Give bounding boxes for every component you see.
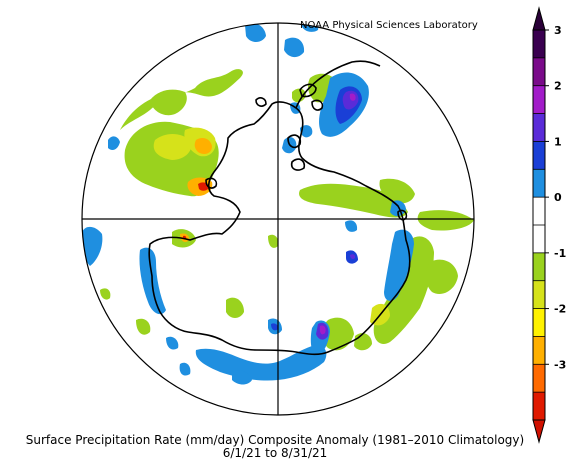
colorbar-tick-label: -1 [554, 247, 566, 260]
colorbar-tick-label: 3 [554, 24, 562, 37]
positive-anomaly-region [319, 325, 326, 335]
antarctica-coastline [148, 60, 411, 356]
colorbar-bin [533, 280, 545, 309]
chart-title: Surface Precipitation Rate (mm/day) Comp… [25, 433, 525, 447]
colorbar-tick-label: 0 [554, 191, 562, 204]
colorbar-bin [533, 364, 545, 393]
colorbar-bin [533, 85, 545, 114]
negative-anomaly-region [138, 163, 159, 182]
colorbar-bin [533, 141, 545, 170]
map-outline [81, 22, 475, 416]
negative-anomaly-region [226, 297, 244, 318]
colorbar-tick-label: 1 [554, 135, 562, 148]
positive-anomaly-region [195, 345, 327, 381]
negative-anomaly-region [417, 210, 474, 231]
colorbar-top-arrow [532, 6, 546, 31]
negative-anomaly-region [120, 69, 243, 130]
colorbar-bin [533, 336, 545, 365]
colorbar-bin [533, 252, 545, 281]
colorbar-bin [533, 169, 545, 198]
colorbar-bin [533, 225, 545, 253]
colorbar: 3 2 1 0 -1 -2 -3 [532, 6, 566, 444]
colorbar-tick-label: -3 [554, 358, 566, 371]
negative-anomaly-region [194, 138, 212, 154]
positive-anomaly-region [166, 336, 179, 350]
positive-anomaly-region [245, 23, 266, 42]
positive-anomaly-region [82, 227, 103, 266]
negative-anomaly-region [153, 134, 192, 160]
negative-anomaly-region [299, 183, 408, 218]
negative-anomaly-region [379, 178, 415, 204]
negative-anomaly-region [292, 88, 306, 103]
negative-anomaly-region [425, 259, 458, 295]
positive-anomaly-region [271, 323, 279, 331]
positive-anomaly-region [232, 370, 252, 385]
colorbar-bin [533, 113, 545, 142]
colorbar-bin [533, 30, 545, 58]
colorbar-bin [533, 57, 545, 86]
colorbar-tick-label: -2 [554, 303, 566, 316]
positive-anomaly-region [390, 200, 406, 217]
credit-label: NOAA Physical Sciences Laboratory [300, 20, 478, 31]
colorbar-tick-label: 2 [554, 80, 562, 93]
positive-anomaly-region [179, 362, 191, 376]
colorbar-bottom-arrow [532, 419, 546, 444]
positive-anomaly-region [345, 220, 358, 232]
date-range: 6/1/21 to 8/31/21 [222, 446, 328, 460]
positive-anomaly-region [384, 229, 414, 301]
positive-anomaly-region [349, 93, 356, 101]
negative-anomaly-region [150, 89, 187, 116]
colorbar-bin [533, 308, 545, 337]
positive-anomaly-region [108, 136, 120, 150]
positive-anomaly-region [284, 37, 305, 58]
positive-anomaly-region [350, 254, 356, 259]
negative-anomaly-region [268, 234, 279, 248]
negative-anomaly-region [136, 318, 151, 335]
negative-anomaly-region [322, 317, 354, 351]
colorbar-bin [533, 392, 545, 420]
negative-anomaly-region [100, 288, 111, 300]
colorbar-bin [533, 197, 545, 225]
